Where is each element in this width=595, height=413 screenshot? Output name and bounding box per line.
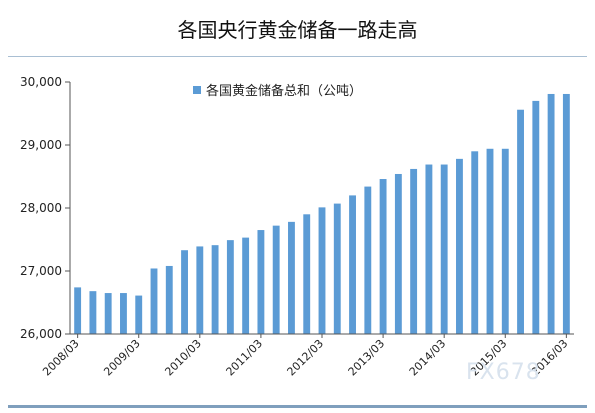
bar [150,268,158,334]
x-tick-label: 2013/03 [346,337,388,379]
x-tick-label: 2012/03 [285,337,327,379]
x-tick-label: 2014/03 [407,337,449,379]
bar [471,151,479,334]
bar [517,109,524,334]
x-tick-label: 2009/03 [101,337,143,379]
legend-label: 各国黄金储备总和（公吨） [206,83,362,99]
bar [211,245,219,334]
legend-swatch [193,86,201,94]
bar [120,293,127,334]
y-tick-label: 27,000 [20,264,62,278]
y-tick-label: 30,000 [20,75,62,89]
y-tick-label: 29,000 [20,138,62,152]
bar [104,293,112,334]
bar [501,148,509,334]
bar [89,291,97,334]
bar [288,221,295,334]
bar [303,214,311,334]
bar [562,93,570,334]
chart-title: 各国央行黄金储备一路走高 [177,18,418,42]
bar [349,195,356,334]
bar [456,158,463,334]
bar [410,168,418,334]
bar [135,295,143,334]
legend: 各国黄金储备总和（公吨） [193,83,362,99]
y-tick-label: 28,000 [20,201,62,215]
bar [181,250,188,334]
y-tick-label: 26,000 [20,327,62,341]
bar [242,237,250,334]
bar [532,100,540,335]
bar [379,179,387,334]
bar [440,164,448,334]
bar [318,207,326,334]
x-tick-label: 2011/03 [224,337,266,379]
bar [547,93,555,334]
bar [394,173,402,334]
bar [74,287,82,334]
bar [196,246,204,334]
bar [364,186,372,334]
bar [226,240,234,334]
bar [165,265,173,334]
bar-series [74,93,570,335]
x-tick-label: 2010/03 [162,337,204,379]
y-axis-ticks: 26,000 27,000 28,000 29,000 30,000 [20,75,70,341]
bar [272,225,280,334]
bar [257,230,265,334]
bar [425,164,433,334]
bar [333,203,341,334]
bar [486,148,494,334]
watermark: FX678 [466,360,541,385]
x-tick-label: 2008/03 [40,337,82,379]
plot-frame [8,56,587,408]
